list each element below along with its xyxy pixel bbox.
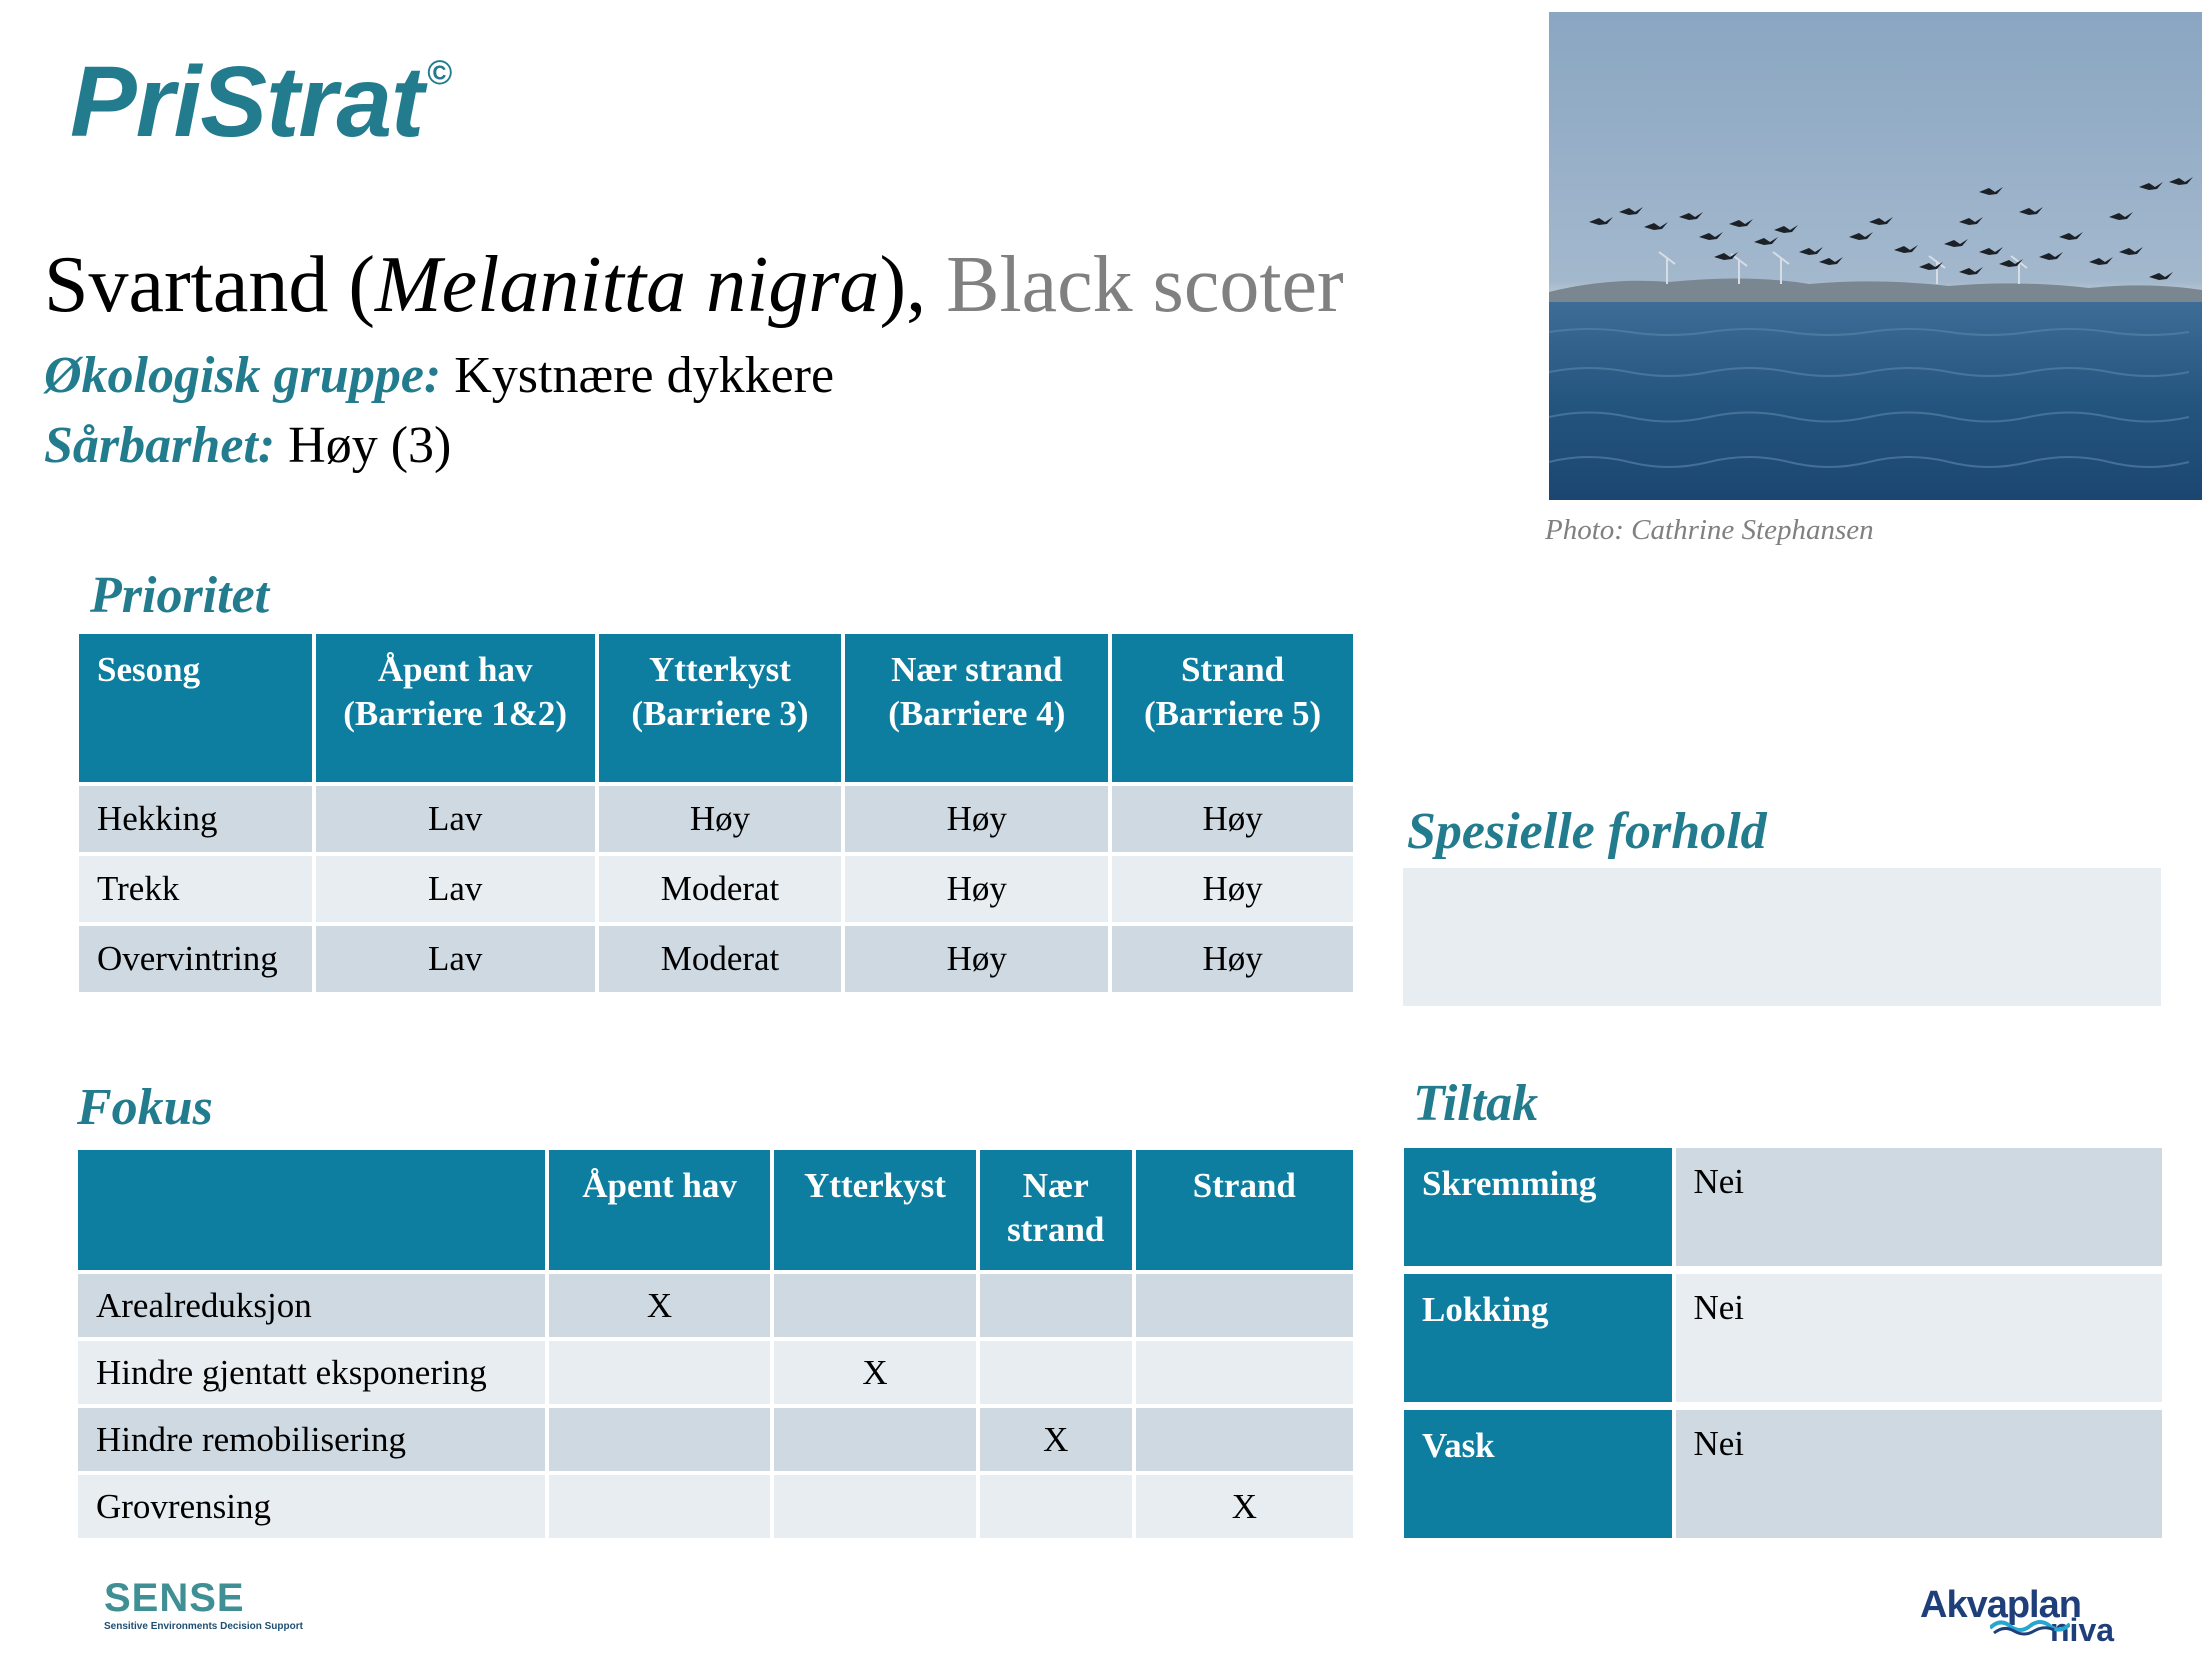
focus-mark-cell <box>774 1408 976 1471</box>
priority-cell: Høy <box>845 856 1109 922</box>
season-cell: Hekking <box>79 786 312 852</box>
fokus-header-naer-strand: Nær strand <box>979 1150 1132 1270</box>
ecology-label: Økologisk gruppe: <box>44 347 442 404</box>
tiltak-value: Nei <box>1675 1274 2162 1402</box>
priority-cell: Moderat <box>598 856 842 922</box>
species-title: Svartand (Melanitta nigra), Black scoter <box>44 245 1344 325</box>
focus-mark-cell <box>979 1274 1132 1337</box>
fokus-header-row: Åpent hav Ytterkyst Nær strand Strand <box>78 1150 1353 1270</box>
tiltak-label: Vask <box>1404 1410 1672 1538</box>
focus-label-cell: Hindre remobilisering <box>78 1408 545 1471</box>
focus-mark-cell <box>774 1475 976 1538</box>
wave-icon <box>1990 1620 2070 1636</box>
focus-mark-cell <box>979 1475 1132 1538</box>
tiltak-table: Skremming Nei Lokking Nei Vask Nei <box>1400 1140 2166 1546</box>
priority-cell: Lav <box>315 786 595 852</box>
copyright-mark: © <box>427 54 452 92</box>
spesielle-box <box>1403 868 2161 1006</box>
akvaplan-logo: Akvaplan niva <box>1920 1586 2114 1646</box>
tiltak-label: Skremming <box>1404 1148 1672 1266</box>
table-row: Hekking Lav Høy Høy Høy <box>79 786 1353 852</box>
priority-cell: Høy <box>845 786 1109 852</box>
fokus-table: Åpent hav Ytterkyst Nær strand Strand Ar… <box>74 1146 1357 1542</box>
spesielle-heading: Spesielle forhold <box>1407 803 1767 860</box>
focus-mark-cell: X <box>548 1274 771 1337</box>
focus-mark-cell: X <box>774 1341 976 1404</box>
prioritet-heading: Prioritet <box>90 567 270 624</box>
pristrat-logo: PriStrat © <box>70 52 452 152</box>
sense-logo: SENSE Sensitive Environments Decision Su… <box>104 1578 303 1632</box>
akvaplan-wordmark: Akvaplan <box>1920 1584 2082 1626</box>
brand-name: PriStrat <box>70 46 424 158</box>
species-latin: Melanitta nigra <box>375 241 880 329</box>
species-photo <box>1549 12 2202 500</box>
species-english: Black scoter <box>946 241 1344 329</box>
focus-mark-cell <box>1135 1408 1353 1471</box>
table-row: Grovrensing X <box>78 1475 1353 1538</box>
fokus-header-blank <box>78 1150 545 1270</box>
ecology-line: Økologisk gruppe: Kystnære dykkere <box>44 350 834 402</box>
table-row: Skremming Nei <box>1404 1148 2162 1266</box>
photo-credit: Photo: Cathrine Stephansen <box>1545 514 1874 546</box>
fokus-header-strand: Strand <box>1135 1150 1353 1270</box>
priority-cell: Høy <box>1112 856 1353 922</box>
focus-mark-cell: X <box>1135 1475 1353 1538</box>
table-row: Hindre remobilisering X <box>78 1408 1353 1471</box>
table-row: Overvintring Lav Moderat Høy Høy <box>79 926 1353 992</box>
priority-cell: Lav <box>315 926 595 992</box>
ecology-value: Kystnære dykkere <box>441 347 835 404</box>
species-separator: ), <box>879 241 947 329</box>
prioritet-header-strand: Strand (Barriere 5) <box>1112 634 1353 782</box>
vulnerability-label: Sårbarhet: <box>44 417 276 474</box>
prioritet-header-sesong: Sesong <box>79 634 312 782</box>
prioritet-table: Sesong Åpent hav (Barriere 1&2) Ytterkys… <box>75 630 1357 996</box>
vulnerability-line: Sårbarhet: Høy (3) <box>44 420 451 472</box>
prioritet-header-naer-strand: Nær strand (Barriere 4) <box>845 634 1109 782</box>
photo-illustration <box>1549 177 2202 468</box>
focus-mark-cell <box>979 1341 1132 1404</box>
focus-mark-cell: X <box>979 1408 1132 1471</box>
focus-mark-cell <box>548 1341 771 1404</box>
table-row: Lokking Nei <box>1404 1274 2162 1402</box>
focus-label-cell: Arealreduksjon <box>78 1274 545 1337</box>
priority-cell: Lav <box>315 856 595 922</box>
season-cell: Trekk <box>79 856 312 922</box>
focus-label-cell: Grovrensing <box>78 1475 545 1538</box>
focus-mark-cell <box>548 1475 771 1538</box>
tiltak-value: Nei <box>1675 1148 2162 1266</box>
focus-mark-cell <box>774 1274 976 1337</box>
priority-cell: Høy <box>1112 786 1353 852</box>
tiltak-heading: Tiltak <box>1413 1075 1539 1132</box>
season-cell: Overvintring <box>79 926 312 992</box>
table-row: Trekk Lav Moderat Høy Høy <box>79 856 1353 922</box>
fokus-header-ytterkyst: Ytterkyst <box>774 1150 976 1270</box>
priority-cell: Høy <box>845 926 1109 992</box>
tiltak-label: Lokking <box>1404 1274 1672 1402</box>
focus-mark-cell <box>1135 1274 1353 1337</box>
prioritet-header-apent-hav: Åpent hav (Barriere 1&2) <box>315 634 595 782</box>
tiltak-value: Nei <box>1675 1410 2162 1538</box>
focus-mark-cell <box>1135 1341 1353 1404</box>
species-norwegian: Svartand ( <box>44 241 376 329</box>
focus-mark-cell <box>548 1408 771 1471</box>
table-row: Arealreduksjon X <box>78 1274 1353 1337</box>
table-row: Vask Nei <box>1404 1410 2162 1538</box>
priority-cell: Høy <box>1112 926 1353 992</box>
fokus-heading: Fokus <box>77 1079 213 1136</box>
priority-cell: Høy <box>598 786 842 852</box>
prioritet-header-row: Sesong Åpent hav (Barriere 1&2) Ytterkys… <box>79 634 1353 782</box>
priority-cell: Moderat <box>598 926 842 992</box>
sense-wordmark: SENSE <box>104 1576 245 1620</box>
table-row: Hindre gjentatt eksponering X <box>78 1341 1353 1404</box>
focus-label-cell: Hindre gjentatt eksponering <box>78 1341 545 1404</box>
sense-tagline: Sensitive Environments Decision Support <box>104 1621 303 1632</box>
vulnerability-value: Høy (3) <box>275 417 452 474</box>
prioritet-header-ytterkyst: Ytterkyst (Barriere 3) <box>598 634 842 782</box>
fokus-header-apent-hav: Åpent hav <box>548 1150 771 1270</box>
